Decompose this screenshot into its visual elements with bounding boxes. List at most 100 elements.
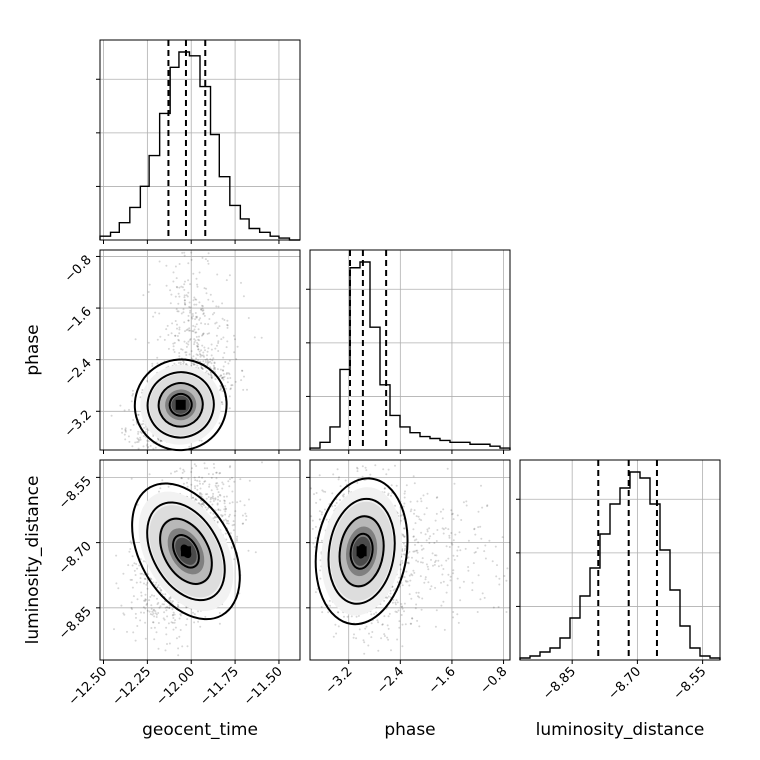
sample-point bbox=[184, 303, 187, 306]
sample-point bbox=[371, 631, 374, 633]
sample-point bbox=[422, 547, 425, 550]
sample-point bbox=[197, 366, 200, 369]
sample-point bbox=[139, 572, 142, 575]
sample-point bbox=[166, 324, 169, 327]
sample-point bbox=[342, 495, 345, 498]
sample-point bbox=[217, 508, 220, 511]
sample-point bbox=[142, 422, 145, 425]
sample-point bbox=[357, 614, 360, 617]
sample-point bbox=[418, 518, 421, 521]
sample-point bbox=[216, 482, 219, 485]
sample-point bbox=[197, 502, 200, 504]
sample-point bbox=[152, 581, 155, 584]
sample-point bbox=[201, 367, 204, 370]
sample-point bbox=[227, 522, 230, 525]
sample-point bbox=[222, 356, 225, 359]
sample-point bbox=[210, 348, 213, 351]
sample-point bbox=[137, 440, 140, 443]
sample-point bbox=[474, 551, 477, 553]
sample-point bbox=[242, 388, 245, 391]
x-tick-label: −12.25 bbox=[110, 664, 155, 709]
sample-point bbox=[341, 494, 344, 497]
sample-point bbox=[190, 471, 193, 473]
x-tick-label: −12.50 bbox=[66, 664, 111, 709]
sample-point bbox=[185, 363, 188, 365]
sample-point bbox=[315, 501, 318, 504]
sample-point bbox=[128, 440, 131, 443]
sample-point bbox=[152, 621, 155, 624]
sample-point bbox=[226, 377, 229, 380]
sample-point bbox=[415, 559, 418, 562]
sample-point bbox=[453, 482, 456, 485]
density bbox=[110, 251, 263, 452]
sample-point bbox=[191, 467, 193, 470]
sample-point bbox=[233, 514, 236, 517]
sample-point bbox=[207, 372, 210, 375]
sample-point bbox=[223, 502, 226, 505]
sample-point bbox=[222, 365, 225, 368]
sample-point bbox=[133, 569, 136, 572]
panel-density-geocent-time-phase bbox=[99, 249, 301, 452]
sample-point bbox=[405, 580, 408, 583]
sample-point bbox=[452, 569, 455, 572]
sample-point bbox=[459, 549, 462, 552]
sample-point bbox=[186, 618, 189, 621]
sample-point bbox=[221, 377, 223, 380]
sample-point bbox=[202, 313, 205, 316]
sample-point bbox=[147, 291, 150, 293]
sample-point bbox=[225, 495, 228, 498]
sample-point bbox=[219, 494, 222, 497]
sample-point bbox=[173, 621, 176, 624]
sample-point bbox=[412, 569, 415, 572]
sample-point bbox=[219, 509, 222, 512]
sample-point bbox=[449, 579, 452, 582]
contour-line bbox=[327, 497, 396, 605]
sample-point bbox=[157, 612, 160, 614]
sample-point bbox=[467, 569, 470, 572]
sample-point bbox=[141, 389, 144, 391]
sample-point bbox=[218, 375, 221, 378]
sample-point bbox=[182, 361, 185, 364]
sample-point bbox=[403, 527, 406, 530]
sample-point bbox=[477, 510, 480, 513]
sample-point bbox=[207, 252, 210, 255]
sample-point bbox=[223, 352, 226, 354]
sample-point bbox=[200, 308, 203, 311]
sample-point bbox=[217, 498, 219, 501]
sample-point bbox=[188, 445, 191, 448]
sample-point bbox=[187, 340, 190, 343]
sample-point bbox=[471, 581, 474, 584]
sample-point bbox=[144, 598, 147, 601]
sample-point bbox=[150, 604, 153, 607]
sample-point bbox=[196, 345, 199, 348]
sample-point bbox=[497, 606, 500, 608]
panel-density-phase-luminosity-distance bbox=[309, 459, 511, 661]
sample-point bbox=[177, 647, 180, 650]
sample-point bbox=[202, 354, 205, 357]
panel-frame bbox=[519, 459, 721, 661]
sample-point bbox=[151, 362, 154, 365]
y-axis-label-luminosity-distance: luminosity_distance bbox=[23, 476, 43, 645]
sample-point bbox=[218, 612, 221, 614]
sample-point bbox=[462, 580, 465, 583]
sample-point bbox=[224, 508, 227, 511]
sample-point bbox=[216, 520, 219, 523]
sample-point bbox=[387, 492, 390, 495]
sample-point bbox=[425, 563, 428, 566]
sample-point bbox=[425, 507, 428, 510]
sample-point bbox=[143, 573, 146, 576]
sample-point bbox=[203, 346, 206, 349]
sample-point bbox=[245, 515, 248, 518]
density bbox=[310, 464, 509, 655]
sample-point bbox=[172, 611, 175, 614]
sample-point bbox=[398, 576, 401, 579]
sample-point bbox=[397, 609, 400, 612]
sample-point bbox=[443, 628, 446, 631]
sample-point bbox=[208, 318, 211, 320]
sample-point bbox=[444, 527, 447, 530]
sample-point bbox=[211, 313, 214, 316]
panel-density-geocent-time-luminosity-distance bbox=[99, 459, 301, 661]
sample-point bbox=[223, 500, 226, 502]
sample-point bbox=[169, 289, 172, 292]
sample-point bbox=[203, 287, 206, 290]
